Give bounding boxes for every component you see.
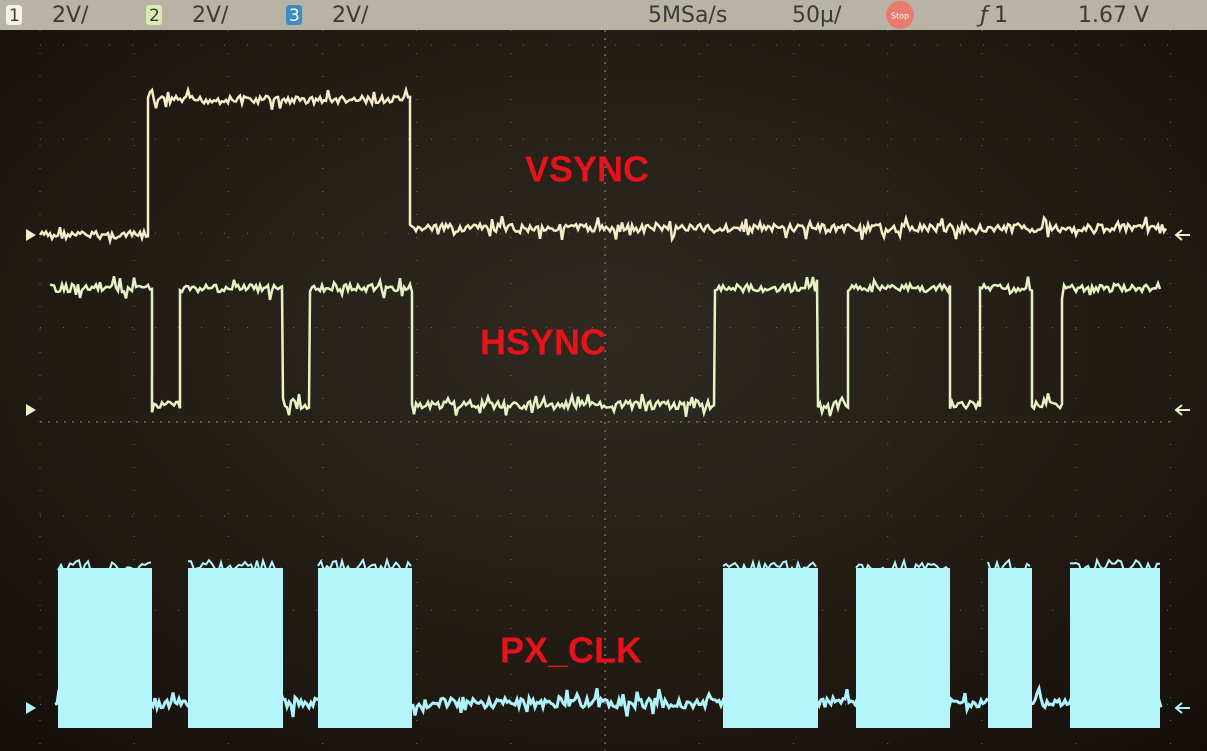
channel-id: 3 bbox=[289, 6, 300, 26]
trigger-source: 1 bbox=[994, 3, 1008, 28]
channel-id: 2 bbox=[149, 6, 160, 26]
status-bar bbox=[0, 0, 1207, 30]
channel-id: 1 bbox=[9, 6, 20, 26]
trace-label: VSYNC bbox=[525, 149, 649, 190]
channel-scale: 2V/ bbox=[52, 3, 89, 28]
pxclk-burst bbox=[318, 568, 412, 728]
pxclk-burst bbox=[188, 568, 283, 728]
sample-rate: 5MSa/s bbox=[648, 3, 727, 28]
oscilloscope-screen: 1 2V/ 2 2V/ 3 2V/ 5MSa/s 50µ/ Stop ƒ 1 1… bbox=[0, 0, 1207, 751]
channel-scale: 2V/ bbox=[192, 3, 229, 28]
run-status: Stop bbox=[891, 12, 909, 21]
pxclk-burst bbox=[723, 568, 818, 728]
pxclk-burst bbox=[1070, 568, 1160, 728]
pxclk-burst bbox=[58, 568, 152, 728]
pxclk-burst bbox=[988, 568, 1032, 728]
channel-scale: 2V/ bbox=[332, 3, 369, 28]
trace-label: HSYNC bbox=[480, 322, 606, 363]
trigger-level: 1.67 V bbox=[1078, 3, 1149, 28]
trace-label: PX_CLK bbox=[500, 630, 642, 671]
timebase: 50µ/ bbox=[792, 3, 842, 28]
pxclk-burst bbox=[856, 568, 950, 728]
